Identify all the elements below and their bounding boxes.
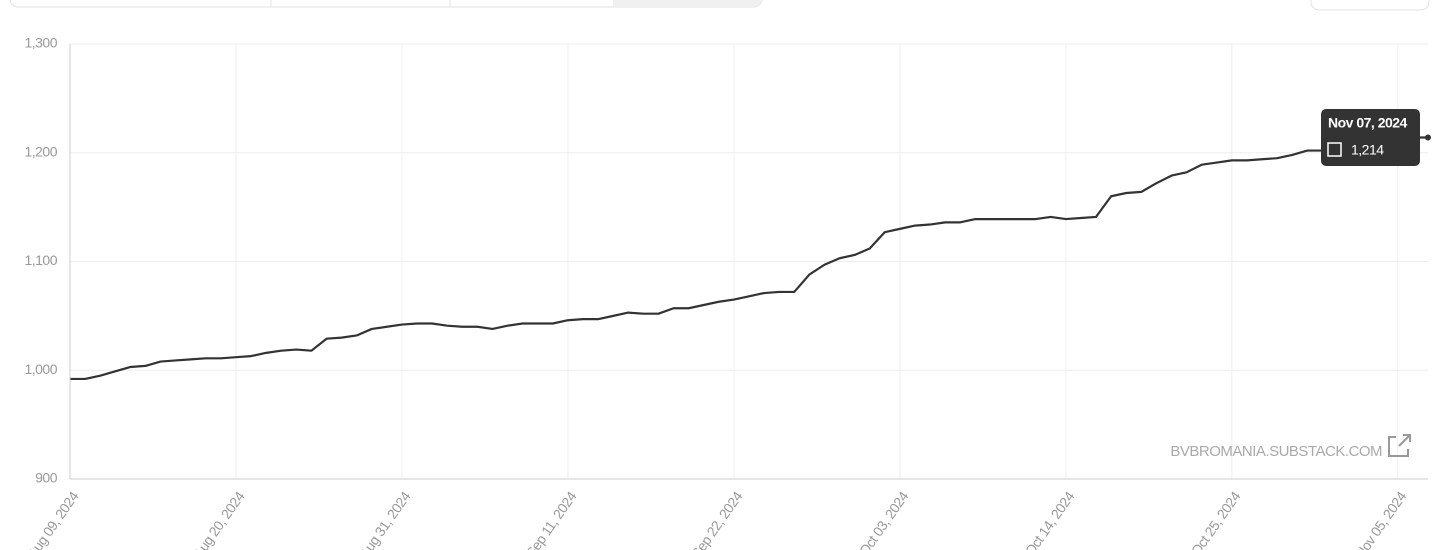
- tooltip-swatch: [1327, 142, 1342, 157]
- tooltip: Nov 07, 2024 1,214: [1321, 109, 1420, 166]
- y-tick-label: 1,100: [24, 252, 57, 268]
- x-tick-label: Oct 03, 2024: [856, 488, 912, 550]
- watermark: BVBROMANIA.SUBSTACK.COM: [1170, 443, 1382, 460]
- y-tick-label: 1,200: [24, 143, 57, 159]
- tooltip-value: 1,214: [1351, 142, 1384, 158]
- menu-button[interactable]: [1310, 0, 1430, 11]
- external-link-icon[interactable]: [1388, 434, 1411, 457]
- hover-point: [1425, 134, 1431, 141]
- x-tick-label: Nov 05, 2024: [1352, 488, 1410, 550]
- icon-box: [1388, 436, 1409, 457]
- y-tick-label: 1,300: [24, 35, 57, 51]
- y-tick-label: 1,000: [24, 361, 57, 377]
- toolbar: [9, 0, 1430, 11]
- active-range[interactable]: [614, 0, 762, 7]
- x-tick-label: Sep 22, 2024: [688, 488, 746, 550]
- tooltip-date: Nov 07, 2024: [1328, 115, 1408, 131]
- plot: [70, 134, 1431, 381]
- x-tick-label: Oct 25, 2024: [1188, 488, 1244, 550]
- icon-arrow: [1398, 434, 1411, 447]
- x-tick-label: Aug 09, 2024: [24, 488, 82, 550]
- x-tick-label: Aug 20, 2024: [190, 488, 248, 550]
- x-tick-label: Sep 11, 2024: [523, 488, 580, 550]
- x-tick-label: Oct 14, 2024: [1022, 488, 1078, 550]
- line: [70, 136, 1428, 381]
- tooltip-box: [1321, 109, 1420, 166]
- grid: [69, 43, 1428, 480]
- y-tick-label: 900: [35, 470, 58, 486]
- x-tick-label: Aug 31, 2024: [356, 488, 414, 550]
- range-buttons[interactable]: [9, 0, 763, 8]
